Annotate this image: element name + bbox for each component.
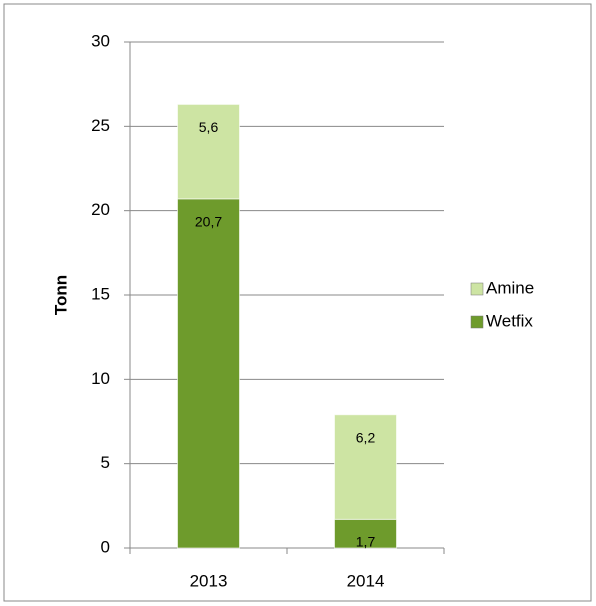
legend-swatch bbox=[470, 282, 484, 296]
y-tick-label: 30 bbox=[91, 31, 110, 50]
bar-segment bbox=[334, 518, 397, 549]
y-tick-label: 5 bbox=[101, 453, 110, 472]
chart-frame bbox=[3, 3, 592, 602]
data-label: 5,6 bbox=[199, 119, 219, 135]
data-label: 20,7 bbox=[195, 214, 222, 230]
y-tick-label: 0 bbox=[101, 537, 110, 556]
bar-segment bbox=[177, 198, 240, 549]
y-tick-label: 20 bbox=[91, 200, 110, 219]
y-tick-label: 25 bbox=[91, 116, 110, 135]
x-tick-label: 2014 bbox=[347, 571, 385, 590]
y-axis-title: Tonn bbox=[51, 275, 70, 315]
bar-segment bbox=[177, 103, 240, 200]
data-label: 6,2 bbox=[356, 429, 376, 445]
y-tick-label: 15 bbox=[91, 284, 110, 303]
y-tick-label: 10 bbox=[91, 369, 110, 388]
data-label: 1,7 bbox=[356, 534, 376, 550]
bar-segment bbox=[334, 414, 397, 520]
legend-swatch bbox=[470, 315, 484, 329]
legend-label: Amine bbox=[486, 278, 534, 297]
x-tick-label: 2013 bbox=[190, 571, 228, 590]
legend-label: Wetfix bbox=[486, 311, 533, 330]
